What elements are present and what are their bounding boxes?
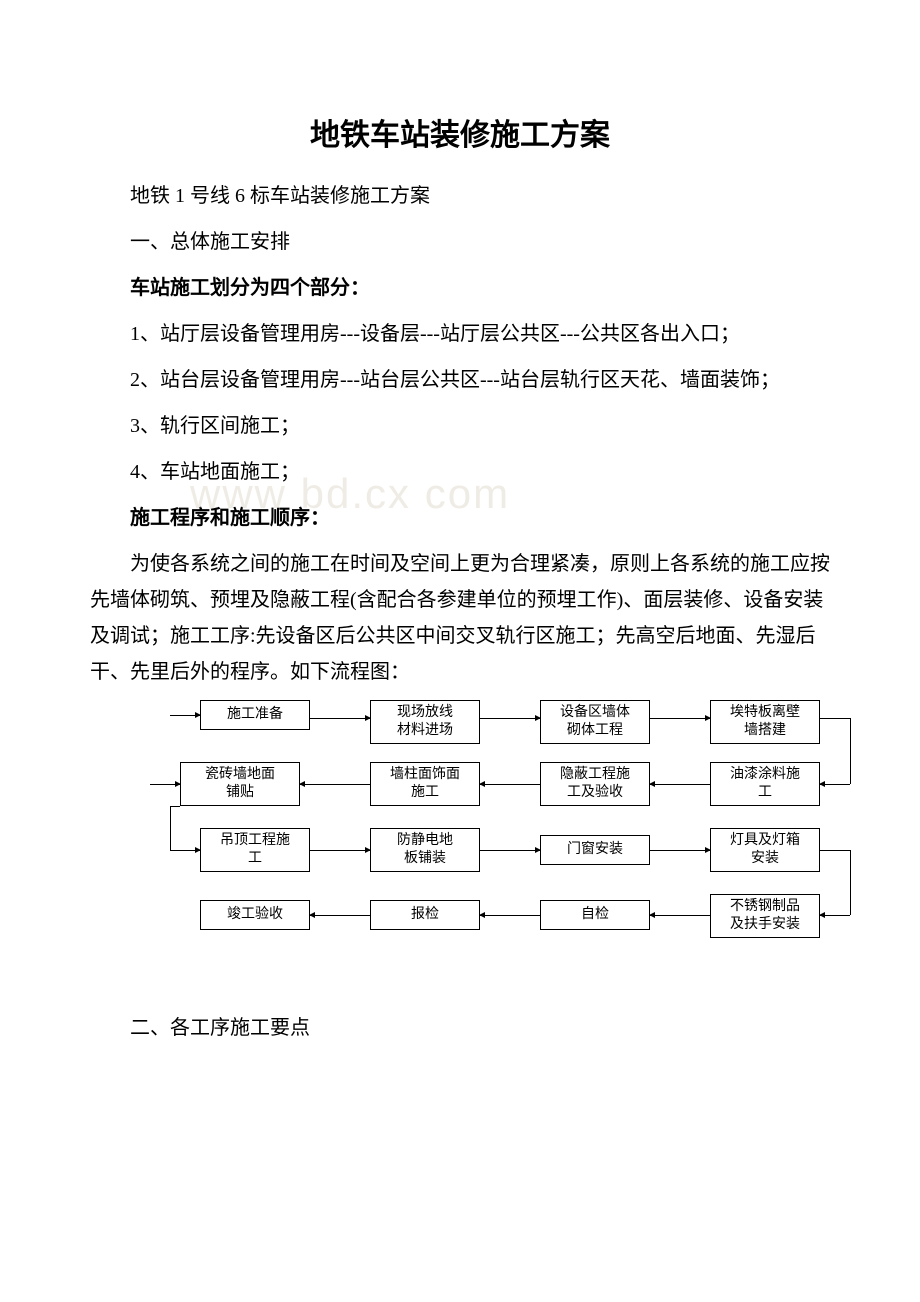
- section1-heading: 一、总体施工安排: [90, 224, 830, 260]
- flowchart-node: 瓷砖墙地面铺贴: [180, 762, 300, 806]
- flowchart-arrow: [310, 718, 370, 719]
- part2: 2、站台层设备管理用房---站台层公共区---站台层轨行区天花、墙面装饰；: [90, 362, 830, 398]
- flowchart-node: 灯具及灯箱安装: [710, 828, 820, 872]
- section2-heading: 二、各工序施工要点: [90, 1010, 830, 1046]
- flowchart: 施工准备 现场放线材料进场 设备区墙体砌体工程 埃特板离壁墙搭建瓷砖墙地面铺贴 墙柱面饰…: [140, 700, 860, 960]
- document-page: www bd.cx com地铁车站装修施工方案地铁 1 号线 6 标车站装修施工…: [0, 0, 920, 1116]
- flowchart-arrow: [480, 718, 540, 719]
- flowchart-arrow: [310, 915, 370, 916]
- flowchart-arrow: [150, 784, 180, 785]
- flowchart-node: 现场放线材料进场: [370, 700, 480, 744]
- flowchart-arrow: [820, 784, 850, 785]
- part4: 4、车站地面施工；: [90, 454, 830, 490]
- flowchart-connector: [820, 718, 850, 719]
- flowchart-arrow: [650, 915, 710, 916]
- part3: 3、轨行区间施工；: [90, 408, 830, 444]
- flowchart-connector: [820, 850, 850, 851]
- flowchart-node: 隐蔽工程施工及验收: [540, 762, 650, 806]
- procedure-heading: 施工程序和施工顺序：: [90, 500, 830, 536]
- flowchart-arrow: [650, 718, 710, 719]
- flowchart-node: 设备区墙体砌体工程: [540, 700, 650, 744]
- flowchart-arrow: [650, 850, 710, 851]
- flowchart-node: 自检: [540, 900, 650, 930]
- flowchart-node: 不锈钢制品及扶手安装: [710, 894, 820, 938]
- flowchart-node: 吊顶工程施工: [200, 828, 310, 872]
- flowchart-node: 油漆涂料施工: [710, 762, 820, 806]
- part1: 1、站厅层设备管理用房---设备层---站厅层公共区---公共区各出入口；: [90, 316, 830, 352]
- flowchart-arrow: [480, 850, 540, 851]
- flowchart-arrow: [170, 850, 200, 851]
- document-title: 地铁车站装修施工方案: [90, 110, 830, 154]
- flowchart-connector: [170, 806, 171, 850]
- subtitle: 地铁 1 号线 6 标车站装修施工方案: [90, 178, 830, 214]
- flowchart-node: 门窗安装: [540, 835, 650, 865]
- flowchart-arrow: [310, 850, 370, 851]
- flowchart-node: 埃特板离壁墙搭建: [710, 700, 820, 744]
- flowchart-node: 施工准备: [200, 700, 310, 730]
- flowchart-arrow: [170, 715, 200, 716]
- flowchart-connector: [850, 850, 851, 915]
- flowchart-arrow: [650, 784, 710, 785]
- parts-heading: 车站施工划分为四个部分：: [90, 270, 830, 306]
- procedure-body: 为使各系统之间的施工在时间及空间上更为合理紧凑，原则上各系统的施工应按先墙体砌筑…: [90, 546, 830, 690]
- flowchart-node: 墙柱面饰面施工: [370, 762, 480, 806]
- flowchart-connector: [850, 718, 851, 784]
- flowchart-arrow: [480, 784, 540, 785]
- flowchart-node: 报检: [370, 900, 480, 930]
- flowchart-connector: [170, 806, 180, 807]
- flowchart-arrow: [300, 784, 370, 785]
- flowchart-node: 防静电地板铺装: [370, 828, 480, 872]
- flowchart-node: 竣工验收: [200, 900, 310, 930]
- flowchart-arrow: [480, 915, 540, 916]
- flowchart-arrow: [820, 915, 850, 916]
